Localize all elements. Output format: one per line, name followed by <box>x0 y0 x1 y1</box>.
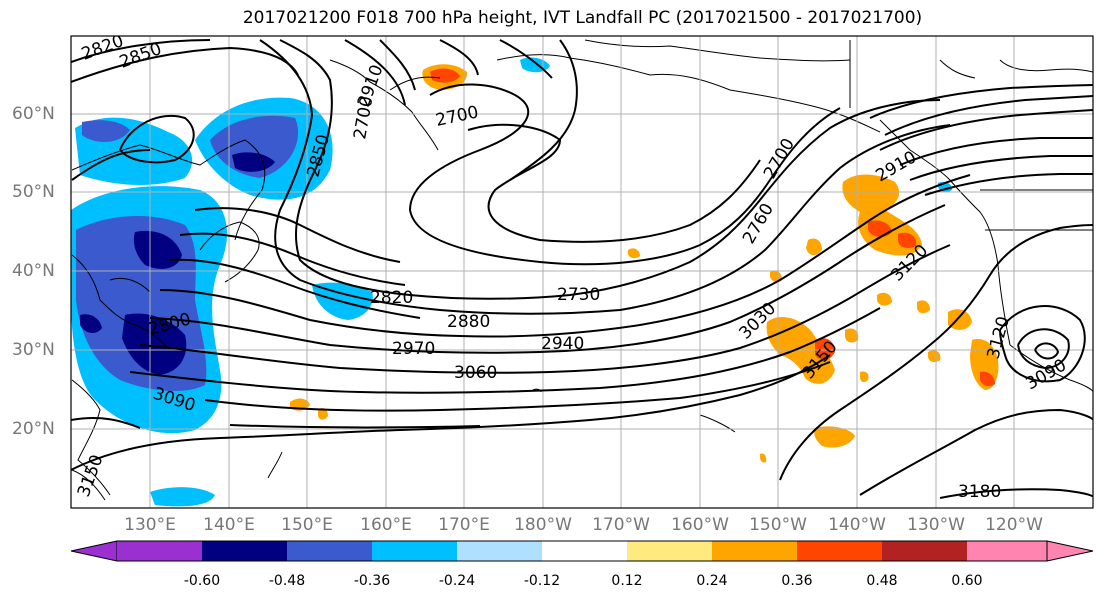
colorbar-tick-label: -0.12 <box>523 573 561 589</box>
colorbar-segment <box>1046 540 1094 562</box>
colorbar-tick-label: 0.48 <box>866 573 898 589</box>
colorbar-tick-label: -0.48 <box>268 573 306 589</box>
colorbar-tick-label: -0.60 <box>183 573 221 589</box>
colorbar-segment <box>202 541 287 561</box>
contour-label: 2820 <box>370 288 413 308</box>
map-plot-area: 2820 2850 2700 2850 2910 2700 2760 2700 … <box>71 36 1093 508</box>
longitude-label: 160°E <box>360 515 412 535</box>
ivt-positive-shading <box>290 64 999 463</box>
colorbar <box>70 540 1094 562</box>
colorbar-segment <box>627 541 712 561</box>
colorbar-segment <box>117 541 202 561</box>
longitude-label: 140°E <box>203 515 255 535</box>
map-border <box>70 35 1094 509</box>
colorbar-tick-label: -0.24 <box>438 573 476 589</box>
colorbar-tick-label: 0.36 <box>781 573 813 589</box>
longitude-label: 130°E <box>124 515 176 535</box>
longitude-label: 160°W <box>671 515 729 535</box>
contour-label: 2760 <box>739 200 778 247</box>
colorbar-segment <box>70 540 118 562</box>
contour-label: 3090 <box>1023 355 1070 394</box>
colorbar-tick-label: 0.60 <box>951 573 983 589</box>
longitude-label: 140°W <box>828 515 886 535</box>
colorbar-tick-label: -0.36 <box>353 573 391 589</box>
longitude-label: 170°W <box>592 515 650 535</box>
latitude-label: 40°N <box>12 261 55 281</box>
contour-label: 3120 <box>984 314 1015 361</box>
colorbar-segment <box>712 541 797 561</box>
longitude-label: 150°E <box>281 515 333 535</box>
height-contours <box>71 39 1093 499</box>
colorbar-segment <box>457 541 542 561</box>
longitude-label: 170°E <box>438 515 490 535</box>
longitude-label: 180°W <box>514 515 572 535</box>
latitude-label: 20°N <box>12 419 55 439</box>
coastlines <box>71 39 1093 501</box>
contour-label: 3180 <box>958 482 1001 502</box>
latitude-label: 30°N <box>12 340 55 360</box>
colorbar-tick-label: 0.24 <box>696 573 728 589</box>
contour-label: 3060 <box>454 363 497 383</box>
latitude-label: 50°N <box>12 182 55 202</box>
colorbar-segment <box>542 541 627 561</box>
contour-label: 2940 <box>541 334 584 354</box>
map-title: 2017021200 F018 700 hPa height, IVT Land… <box>242 8 923 28</box>
latitude-label: 60°N <box>12 104 55 124</box>
contour-label: 2700 <box>434 102 480 131</box>
contour-label: 3150 <box>74 452 108 499</box>
contour-label: 2730 <box>557 285 600 305</box>
contour-label: 2910 <box>354 62 388 109</box>
colorbar-segment <box>882 541 967 561</box>
colorbar-segment <box>287 541 372 561</box>
contour-label: 2910 <box>873 147 920 186</box>
contour-label: 2700 <box>760 135 799 182</box>
colorbar-segment <box>967 541 1047 561</box>
longitude-label: 120°W <box>985 515 1043 535</box>
colorbar-tick-label: 0.12 <box>611 573 643 589</box>
colorbar-segment <box>797 541 882 561</box>
longitude-label: 150°W <box>749 515 807 535</box>
contour-label: 2970 <box>392 339 435 359</box>
colorbar-segment <box>372 541 457 561</box>
contour-label: 2880 <box>447 312 490 332</box>
longitude-label: 130°W <box>907 515 965 535</box>
